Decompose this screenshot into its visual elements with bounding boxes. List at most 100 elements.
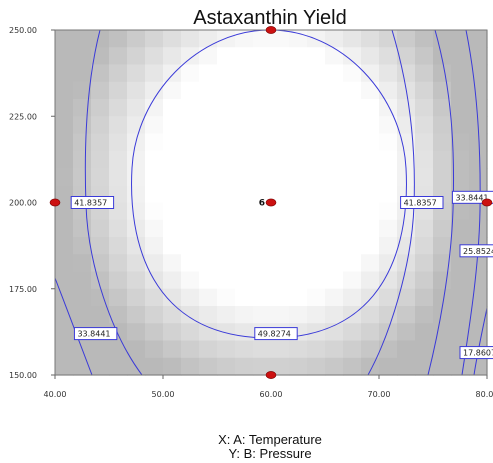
surface-cell [163, 116, 182, 135]
surface-cell [343, 219, 362, 238]
surface-cell [433, 306, 452, 324]
surface-cell [181, 133, 200, 152]
surface-cell [289, 81, 308, 100]
surface-cell [163, 323, 182, 342]
design-point [481, 198, 493, 207]
surface-cell [91, 219, 110, 238]
surface-cell [181, 271, 200, 290]
surface-cell [73, 116, 92, 135]
surface-cell [91, 254, 110, 273]
surface-cell [289, 168, 308, 186]
surface-cell [343, 64, 362, 83]
surface-cell [271, 116, 290, 135]
surface-cell [469, 30, 488, 48]
surface-cell [109, 133, 128, 152]
surface-cell [271, 168, 290, 186]
surface-cell [253, 340, 272, 359]
x-axis-label: X: A: Temperature [218, 432, 322, 447]
surface-cell [199, 30, 218, 48]
surface-cell [271, 288, 290, 307]
surface-cell [253, 47, 272, 66]
surface-cell [55, 64, 74, 83]
surface-cell [433, 254, 452, 273]
surface-cell [145, 202, 164, 221]
surface-cell [361, 47, 380, 66]
surface-cell [271, 150, 290, 169]
surface-cell [235, 47, 254, 66]
contour-label-text: 49.8274 [258, 330, 291, 339]
x-tick-label: 50.00 [152, 390, 175, 399]
surface-cell [217, 116, 236, 135]
surface-cell [379, 254, 398, 273]
surface-cell [109, 288, 128, 307]
surface-cell [289, 288, 308, 307]
surface-cell [325, 288, 344, 307]
surface-cell [217, 47, 236, 66]
surface-cell [469, 133, 488, 152]
surface-cell [109, 271, 128, 290]
surface-cell [451, 150, 470, 169]
surface-cell [397, 64, 416, 83]
surface-cell [163, 340, 182, 359]
surface-cell [145, 254, 164, 273]
surface-cell [163, 47, 182, 66]
surface-cell [163, 30, 182, 48]
surface-cell [433, 99, 452, 117]
surface-cell [55, 357, 74, 376]
surface-cell [325, 306, 344, 324]
surface-cell [343, 202, 362, 221]
contour-label: 25.8524 [459, 244, 493, 258]
surface-cell [145, 168, 164, 186]
surface-cell [55, 306, 74, 324]
surface-cell [379, 47, 398, 66]
contour-line-17-8607 [473, 307, 487, 375]
surface-cell [55, 116, 74, 135]
surface-cell [253, 150, 272, 169]
surface-cell [181, 254, 200, 273]
surface-cell [109, 47, 128, 66]
surface-cell [55, 150, 74, 169]
surface-cell [433, 116, 452, 135]
surface-cell [379, 168, 398, 186]
surface-cell [343, 133, 362, 152]
surface-cell [163, 357, 182, 376]
surface-cell [181, 64, 200, 83]
surface-cell [163, 271, 182, 290]
surface-cell [289, 150, 308, 169]
surface-cell [127, 133, 146, 152]
surface-cell [289, 254, 308, 273]
surface-cell [379, 323, 398, 342]
surface-cell [451, 81, 470, 100]
surface-cell [127, 185, 146, 204]
surface-cell [163, 254, 182, 273]
surface-cell [469, 254, 488, 273]
surface-cell [415, 237, 434, 255]
surface-cell [469, 47, 488, 66]
surface-cell [217, 288, 236, 307]
surface-cell [181, 30, 200, 48]
surface-cell [199, 150, 218, 169]
surface-cell [217, 202, 236, 221]
surface-cell [145, 357, 164, 376]
surface-cell [415, 323, 434, 342]
surface-cell [361, 237, 380, 255]
surface-cell [271, 185, 290, 204]
surface-cell [73, 288, 92, 307]
surface-cell [307, 254, 326, 273]
surface-cell [109, 306, 128, 324]
surface-cell [199, 288, 218, 307]
contour-label-text: 41.8357 [404, 199, 437, 208]
surface-cell [55, 254, 74, 273]
surface-cell [145, 340, 164, 359]
surface-cell [325, 47, 344, 66]
contour-label-box [254, 327, 298, 341]
surface-cell [397, 254, 416, 273]
surface-cell [361, 357, 380, 376]
surface-cell [397, 99, 416, 117]
surface-cell [109, 340, 128, 359]
surface-cell [199, 99, 218, 117]
surface-cell [181, 185, 200, 204]
surface-cell [433, 64, 452, 83]
surface-cell [181, 202, 200, 221]
y-tick-label: 150.00 [9, 371, 37, 380]
